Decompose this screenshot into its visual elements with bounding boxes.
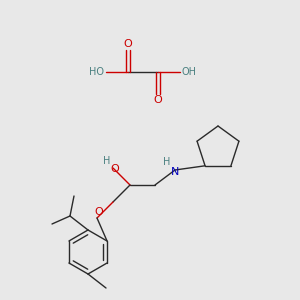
Text: H: H [163,157,171,167]
Text: O: O [124,39,132,49]
Text: N: N [171,167,179,177]
Text: OH: OH [182,67,197,77]
Text: HO: HO [89,67,104,77]
Text: O: O [94,207,103,217]
Text: O: O [111,164,119,174]
Text: H: H [103,156,111,166]
Text: O: O [154,95,162,105]
